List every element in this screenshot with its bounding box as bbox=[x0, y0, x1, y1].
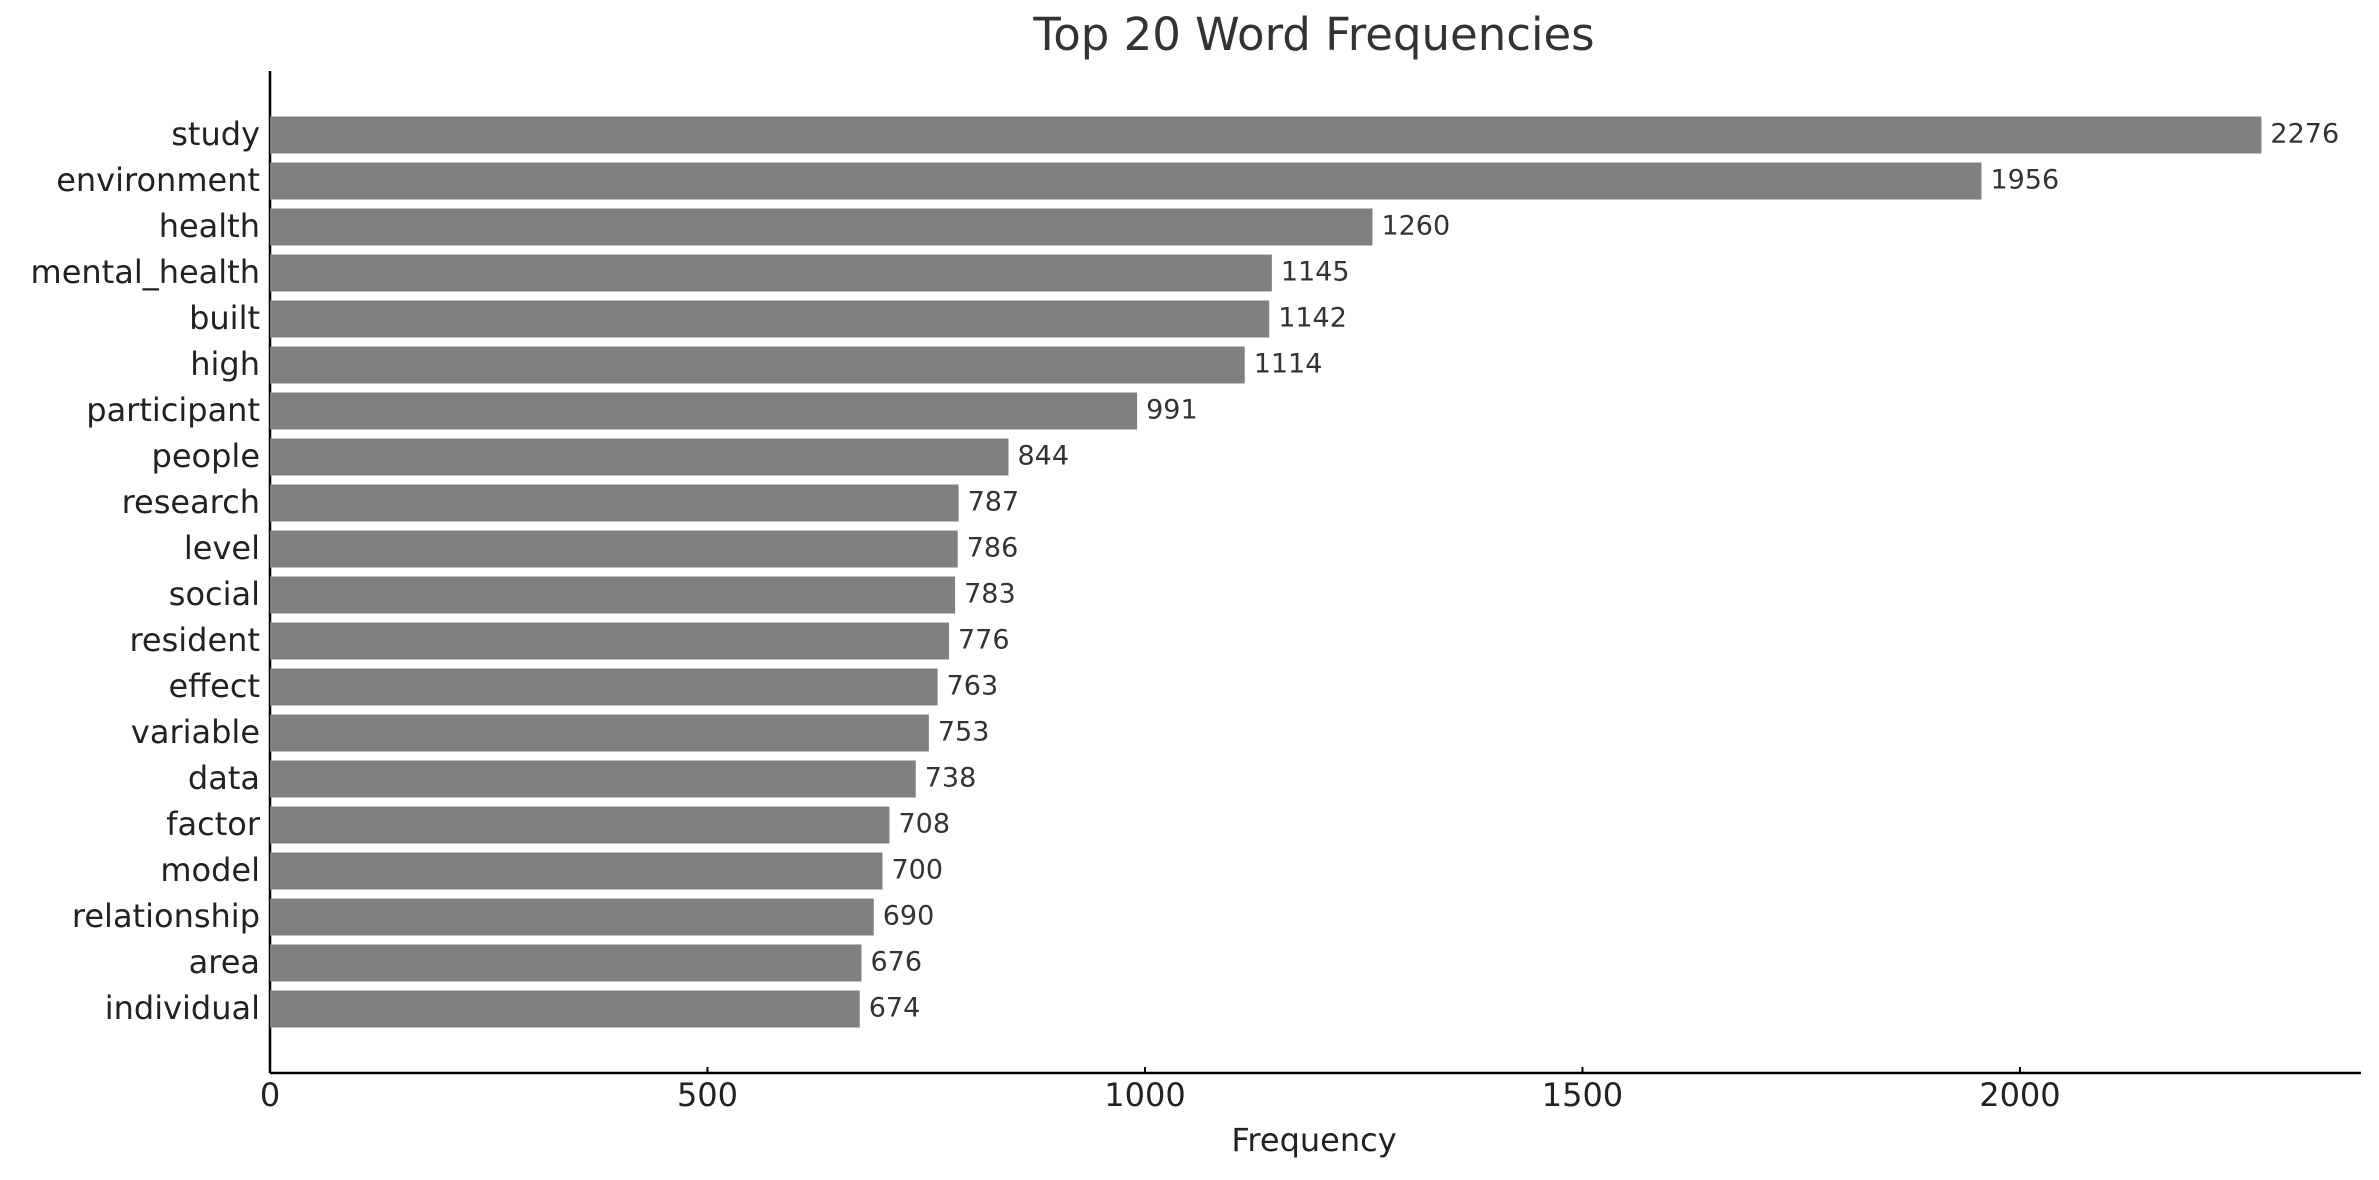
x-tick-label: 1500 bbox=[1542, 1076, 1623, 1114]
y-tick-label: high bbox=[190, 345, 260, 383]
bar bbox=[270, 760, 916, 798]
value-label: 844 bbox=[1017, 441, 1069, 472]
bar bbox=[270, 668, 938, 706]
value-label: 776 bbox=[958, 625, 1010, 656]
y-tick-label: participant bbox=[86, 391, 260, 429]
y-tick-label: individual bbox=[105, 989, 260, 1027]
value-label: 674 bbox=[869, 993, 921, 1024]
y-tick-label: relationship bbox=[72, 897, 260, 935]
y-tick-label: people bbox=[152, 437, 260, 475]
y-tick-label: effect bbox=[168, 667, 260, 705]
value-label: 1145 bbox=[1281, 257, 1350, 288]
bar bbox=[270, 300, 1270, 338]
bar bbox=[270, 438, 1009, 476]
y-tick-label: built bbox=[189, 299, 260, 337]
bar bbox=[270, 714, 929, 752]
y-tick-label: resident bbox=[129, 621, 260, 659]
y-tick-label: model bbox=[160, 851, 260, 889]
y-tick-label: environment bbox=[56, 161, 260, 199]
y-tick-label: research bbox=[122, 483, 260, 521]
bar bbox=[270, 944, 862, 982]
x-tick-label: 2000 bbox=[1979, 1076, 2060, 1114]
x-axis-label: Frequency bbox=[1231, 1121, 1396, 1159]
bar bbox=[270, 346, 1245, 384]
y-tick-label: level bbox=[184, 529, 260, 567]
bar bbox=[270, 806, 890, 844]
x-tick-label: 500 bbox=[677, 1076, 738, 1114]
bar bbox=[270, 852, 883, 890]
y-tick-label: study bbox=[171, 115, 260, 153]
value-label: 783 bbox=[964, 579, 1016, 610]
value-label: 1956 bbox=[1990, 165, 2059, 196]
value-label: 700 bbox=[891, 855, 943, 886]
y-tick-label: mental_health bbox=[31, 253, 260, 291]
value-label: 1260 bbox=[1381, 211, 1450, 242]
value-label: 2276 bbox=[2270, 119, 2339, 150]
y-tick-label: data bbox=[188, 759, 260, 797]
y-tick-label: variable bbox=[131, 713, 260, 751]
value-label: 787 bbox=[968, 487, 1020, 518]
bar bbox=[270, 254, 1272, 292]
bar bbox=[270, 116, 2262, 154]
value-label: 708 bbox=[898, 809, 950, 840]
bar bbox=[270, 162, 1982, 200]
bar bbox=[270, 898, 874, 936]
bar bbox=[270, 990, 860, 1028]
value-label: 690 bbox=[883, 901, 935, 932]
bar bbox=[270, 622, 949, 660]
y-tick-label: area bbox=[189, 943, 260, 981]
x-tick-label: 0 bbox=[260, 1076, 280, 1114]
bar bbox=[270, 530, 958, 568]
bar bbox=[270, 208, 1373, 246]
value-label: 676 bbox=[870, 947, 922, 978]
value-label: 753 bbox=[938, 717, 990, 748]
y-tick-label: social bbox=[169, 575, 260, 613]
bar bbox=[270, 484, 959, 522]
value-label: 763 bbox=[947, 671, 999, 702]
x-tick-label: 1000 bbox=[1104, 1076, 1185, 1114]
chart-title: Top 20 Word Frequencies bbox=[1032, 8, 1594, 61]
y-tick-label: health bbox=[159, 207, 260, 245]
value-label: 786 bbox=[967, 533, 1019, 564]
value-label: 1142 bbox=[1278, 303, 1347, 334]
value-label: 1114 bbox=[1254, 349, 1323, 380]
bar bbox=[270, 576, 956, 614]
bar bbox=[270, 392, 1138, 430]
y-tick-label: factor bbox=[166, 805, 261, 843]
value-label: 991 bbox=[1146, 395, 1198, 426]
value-label: 738 bbox=[925, 763, 977, 794]
